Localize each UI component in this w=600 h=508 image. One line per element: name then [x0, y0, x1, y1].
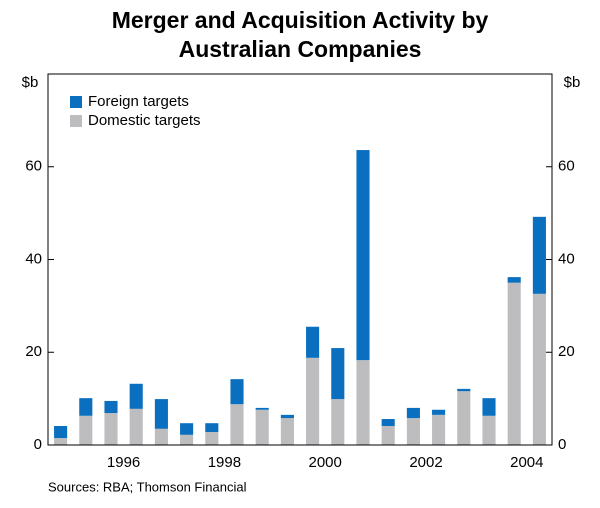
bar-segment	[381, 419, 395, 426]
bar-segment	[532, 216, 546, 294]
bar-segment	[79, 415, 93, 445]
bar-segment	[280, 418, 294, 445]
bar-segment	[129, 383, 143, 409]
y-tick-label: 60	[25, 158, 42, 175]
bar-segment	[356, 150, 370, 361]
legend-swatch	[70, 96, 82, 108]
bar-segment	[406, 418, 420, 445]
bar-segment	[104, 413, 118, 445]
bar-segment	[507, 282, 521, 445]
bar-segment	[104, 400, 118, 414]
x-tick-label: 2004	[510, 454, 543, 471]
y-tick-label: 40	[25, 250, 42, 267]
chart-title: Australian Companies	[179, 36, 422, 62]
y-axis-label: $b	[22, 74, 39, 91]
bar-segment	[381, 425, 395, 445]
bar-segment	[331, 399, 345, 445]
bar-segment	[331, 348, 345, 400]
bar-segment	[205, 423, 219, 433]
bar-segment	[154, 399, 168, 429]
chart-title: Merger and Acquisition Activity by	[112, 7, 489, 33]
bar-segment	[79, 398, 93, 416]
y2-tick-label: 0	[558, 436, 566, 453]
legend-label: Foreign targets	[88, 93, 189, 110]
legend-swatch	[70, 115, 82, 127]
bar-segment	[457, 388, 471, 392]
y2-tick-label: 20	[558, 343, 575, 360]
bar-segment	[457, 391, 471, 445]
bar-segment	[54, 438, 68, 445]
bar-segment	[406, 407, 420, 419]
bar-segment	[230, 379, 244, 405]
bar-segment	[255, 409, 269, 445]
bar-segment	[482, 398, 496, 416]
bar-segment	[280, 414, 294, 419]
bar-segment	[54, 425, 68, 439]
x-tick-label: 1996	[107, 454, 140, 471]
bar-segment	[180, 423, 194, 435]
bar-segment	[432, 414, 446, 445]
bar-segment	[507, 277, 521, 283]
bar-segment	[482, 415, 496, 445]
bar-segment	[532, 293, 546, 445]
x-tick-label: 1998	[208, 454, 241, 471]
bar-segment	[255, 407, 269, 410]
y2-tick-label: 40	[558, 250, 575, 267]
y2-tick-label: 60	[558, 158, 575, 175]
bar-segment	[306, 357, 320, 445]
y-tick-label: 0	[34, 436, 42, 453]
legend-label: Domestic targets	[88, 112, 201, 129]
plot-frame	[47, 73, 553, 446]
source-note: Sources: RBA; Thomson Financial	[48, 479, 247, 494]
bar-segment	[154, 428, 168, 445]
bar-segment	[356, 360, 370, 445]
x-tick-label: 2000	[309, 454, 342, 471]
y-tick-label: 20	[25, 343, 42, 360]
bar-segment	[180, 434, 194, 445]
bar-segment	[432, 409, 446, 415]
bar-segment	[306, 326, 320, 358]
bar-segment	[129, 408, 143, 445]
x-tick-label: 2002	[409, 454, 442, 471]
bar-segment	[230, 404, 244, 445]
bar-segment	[205, 432, 219, 445]
y2-axis-label: $b	[564, 74, 581, 91]
